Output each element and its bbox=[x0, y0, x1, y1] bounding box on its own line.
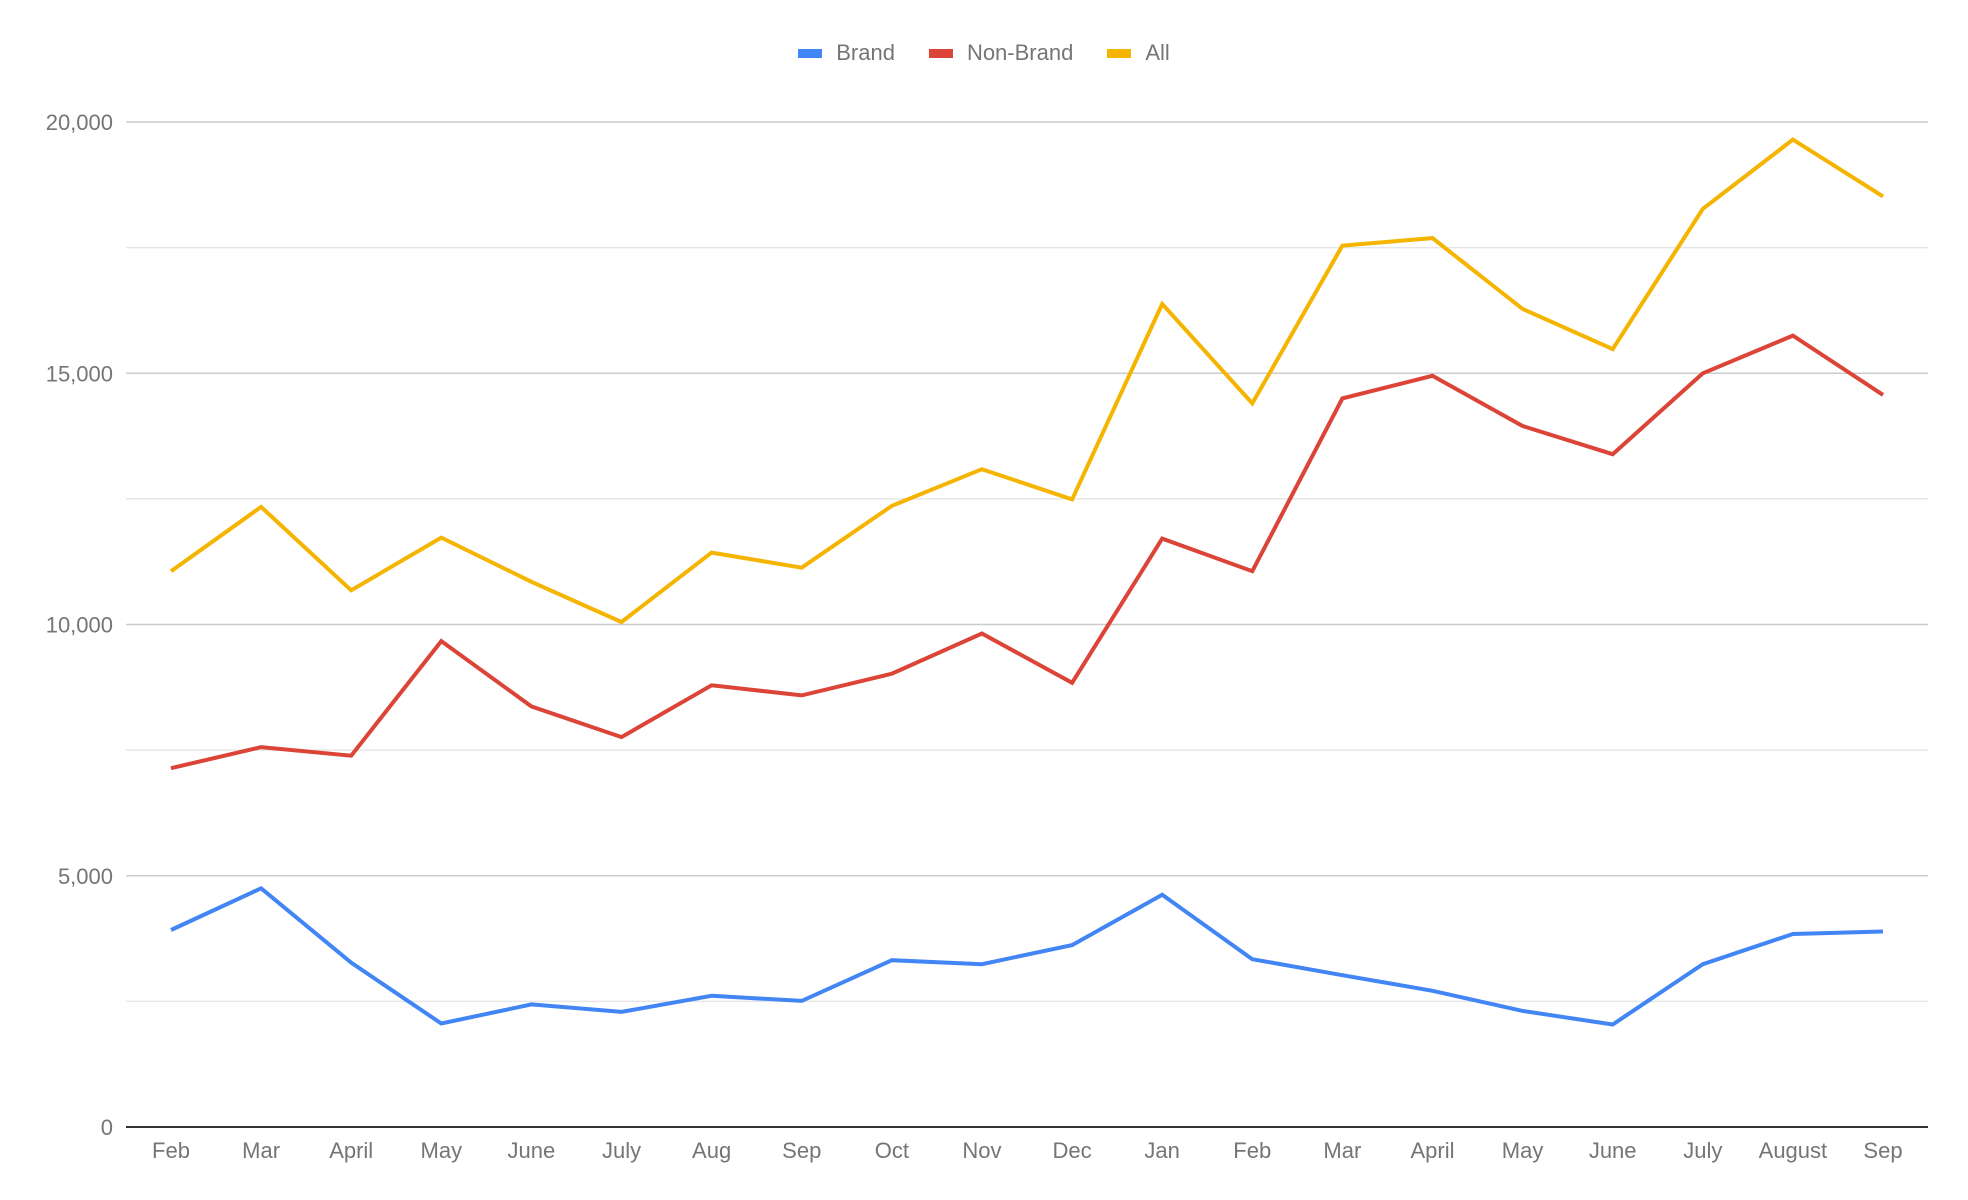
series-lines bbox=[169, 137, 1885, 1027]
x-tick-label: Feb bbox=[1233, 1138, 1271, 1163]
x-tick-label: June bbox=[508, 1138, 556, 1163]
x-tick-label: July bbox=[1683, 1138, 1722, 1163]
y-tick-label: 5,000 bbox=[58, 864, 113, 889]
x-tick-label: April bbox=[1410, 1138, 1454, 1163]
x-tick-label: July bbox=[602, 1138, 641, 1163]
legend-item-brand[interactable]: Brand bbox=[798, 40, 895, 66]
legend-item-all[interactable]: All bbox=[1107, 40, 1170, 66]
x-tick-label: Dec bbox=[1052, 1138, 1091, 1163]
x-tick-label: Jan bbox=[1144, 1138, 1179, 1163]
y-axis-ticks: 0 5,000 10,000 15,000 20,000 bbox=[46, 110, 113, 1140]
x-tick-label: Sep bbox=[782, 1138, 821, 1163]
x-tick-label: Oct bbox=[875, 1138, 909, 1163]
x-tick-label: April bbox=[329, 1138, 373, 1163]
x-tick-label: Feb bbox=[152, 1138, 190, 1163]
series-line-all[interactable] bbox=[169, 137, 1885, 625]
y-tick-label: 15,000 bbox=[46, 361, 113, 386]
x-tick-label: May bbox=[1502, 1138, 1544, 1163]
gridlines bbox=[126, 121, 1928, 1003]
x-tick-label: August bbox=[1759, 1138, 1828, 1163]
chart-legend: Brand Non-Brand All bbox=[0, 40, 1968, 66]
x-tick-label: Sep bbox=[1863, 1138, 1902, 1163]
y-tick-label: 10,000 bbox=[46, 613, 113, 638]
y-tick-label: 0 bbox=[101, 1115, 113, 1140]
x-tick-label: Nov bbox=[962, 1138, 1001, 1163]
x-axis-ticks: Feb Mar April May June July Aug Sep Oct Nov Dec Jan… bbox=[152, 1138, 1903, 1163]
legend-swatch-brand-icon bbox=[798, 48, 823, 58]
legend-item-non-brand[interactable]: Non-Brand bbox=[928, 40, 1074, 66]
legend-label: All bbox=[1145, 40, 1170, 65]
legend-label: Brand bbox=[836, 40, 895, 65]
x-tick-label: Mar bbox=[242, 1138, 280, 1163]
legend-label: Non-Brand bbox=[966, 40, 1074, 65]
series-line-non-brand[interactable] bbox=[170, 333, 1885, 771]
x-tick-label: Aug bbox=[692, 1138, 731, 1163]
x-tick-label: June bbox=[1589, 1138, 1637, 1163]
x-tick-label: Mar bbox=[1323, 1138, 1361, 1163]
x-tick-label: May bbox=[421, 1138, 463, 1163]
series-line-brand[interactable] bbox=[170, 885, 1884, 1027]
legend-swatch-all-icon bbox=[1107, 48, 1132, 58]
legend-swatch-non-brand-icon bbox=[928, 48, 953, 58]
y-tick-label: 20,000 bbox=[46, 110, 113, 135]
